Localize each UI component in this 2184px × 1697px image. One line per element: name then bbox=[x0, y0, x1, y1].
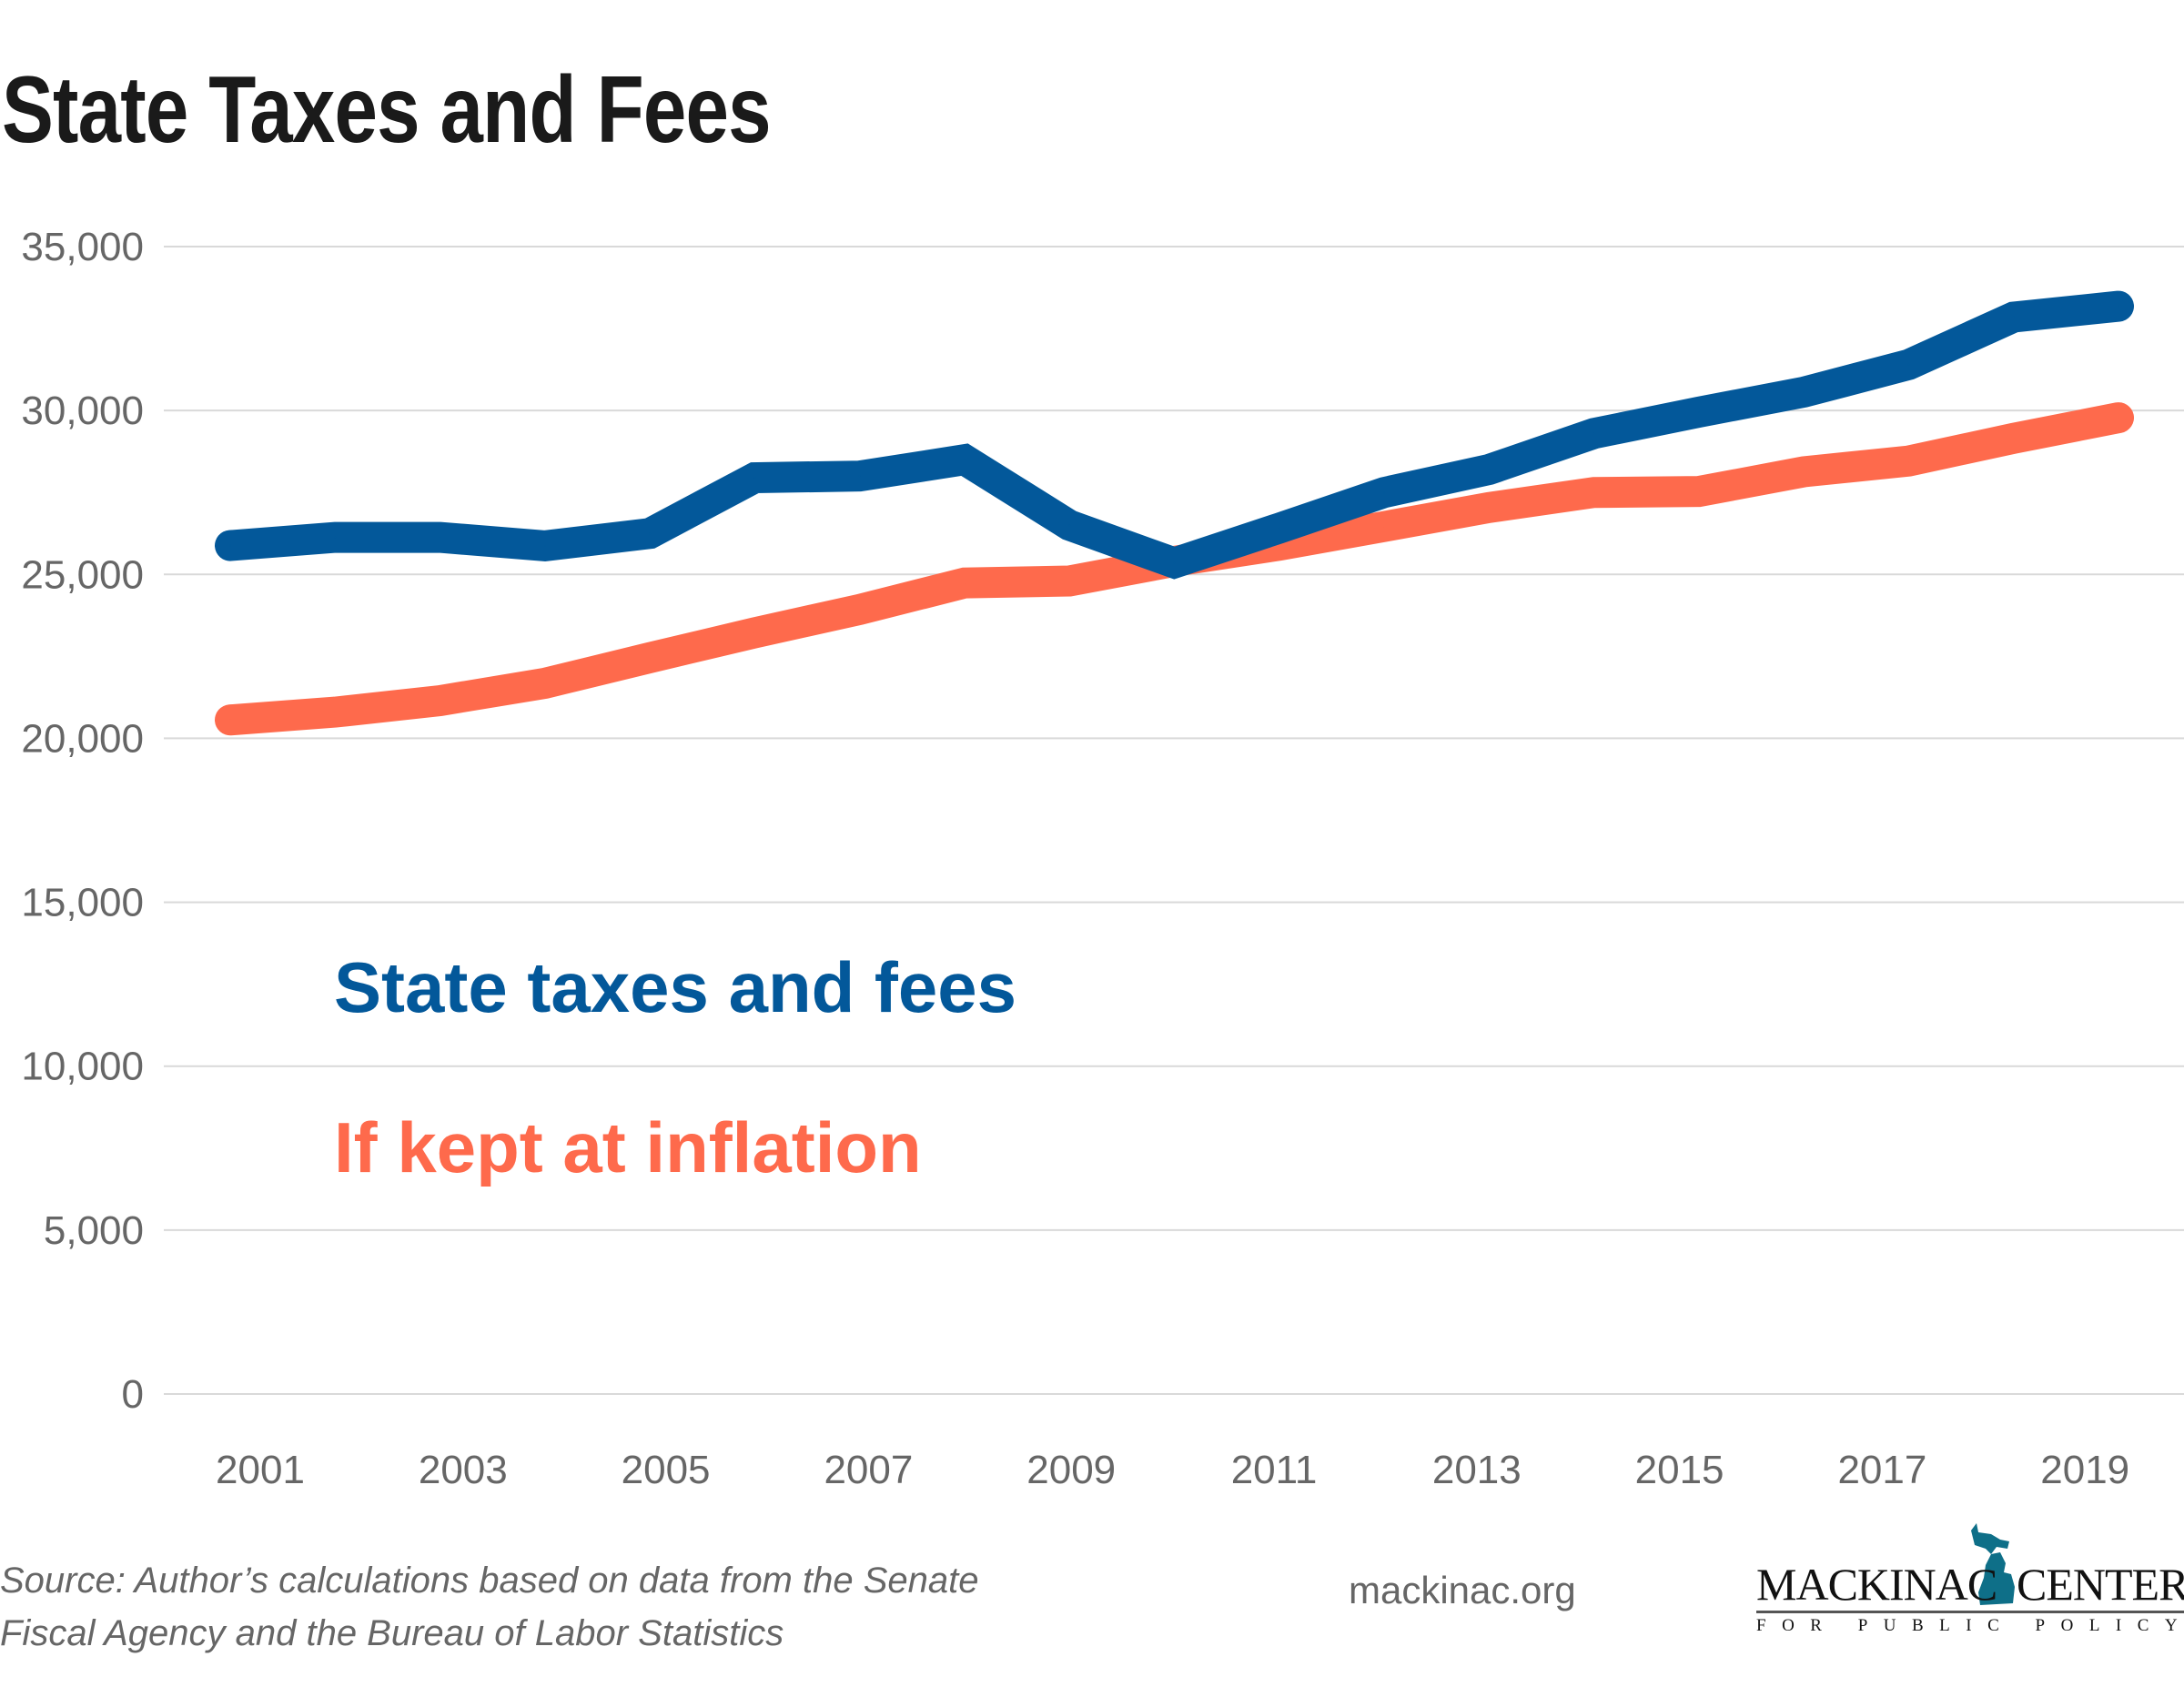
data-point bbox=[1383, 525, 1386, 528]
data-point bbox=[229, 719, 231, 722]
y-tick-label: 5,000 bbox=[44, 1208, 144, 1253]
data-point bbox=[1697, 410, 1700, 413]
data-point bbox=[2118, 417, 2119, 419]
data-point bbox=[1803, 390, 1805, 393]
data-point bbox=[1488, 468, 1491, 470]
data-point bbox=[858, 608, 861, 611]
site-link[interactable]: mackinac.org bbox=[1349, 1569, 1576, 1611]
data-point bbox=[1592, 432, 1595, 435]
legend-state-taxes: State taxes and fees bbox=[334, 947, 1017, 1027]
x-tick-label: 2013 bbox=[1432, 1448, 1522, 1492]
data-point bbox=[1173, 561, 1176, 564]
data-point bbox=[1697, 490, 1700, 493]
logo-subtitle: FOR PUBLIC POLICY bbox=[1756, 1616, 2184, 1635]
data-point bbox=[858, 475, 861, 478]
data-point bbox=[1803, 470, 1805, 473]
data-point bbox=[543, 682, 546, 684]
x-tick-label: 2019 bbox=[2040, 1448, 2129, 1492]
legend-inflation: If kept at inflation bbox=[334, 1107, 922, 1187]
data-point bbox=[649, 656, 652, 659]
data-point bbox=[2012, 316, 2015, 318]
data-point bbox=[1068, 580, 1071, 582]
y-tick-label: 0 bbox=[122, 1372, 144, 1417]
x-tick-label: 2015 bbox=[1635, 1448, 1724, 1492]
logo-rule bbox=[1756, 1611, 2184, 1613]
y-tick-label: 30,000 bbox=[21, 389, 144, 433]
x-tick-label: 2001 bbox=[216, 1448, 305, 1492]
y-tick-label: 20,000 bbox=[21, 716, 144, 761]
series-line-state-taxes-and-fees bbox=[215, 290, 2134, 580]
data-point bbox=[543, 544, 546, 547]
x-tick-label: 2007 bbox=[824, 1448, 913, 1492]
data-point bbox=[1383, 491, 1386, 494]
data-point bbox=[1907, 460, 1910, 462]
data-point bbox=[963, 581, 966, 584]
x-tick-label: 2011 bbox=[1231, 1448, 1318, 1492]
y-tick-label: 10,000 bbox=[21, 1045, 144, 1089]
data-point bbox=[1068, 524, 1071, 527]
data-point bbox=[649, 532, 652, 535]
source-note: Source: Author’s calculations based on d… bbox=[0, 1554, 979, 1660]
chart-title: State Taxes and Fees bbox=[2, 57, 772, 163]
line-chart: 0 5,000 10,000 15,000 20,000 25,000 30,000 35,0… bbox=[21, 225, 2184, 1492]
y-tick-label: 35,000 bbox=[21, 225, 144, 269]
x-tick-label: 2009 bbox=[1026, 1448, 1116, 1492]
data-point bbox=[1907, 363, 1910, 366]
data-point bbox=[439, 536, 441, 539]
data-point bbox=[439, 699, 441, 702]
data-point bbox=[963, 459, 966, 461]
x-tick-label: 2005 bbox=[622, 1448, 711, 1492]
source-line-2: Fiscal Agency and the Bureau of Labor St… bbox=[0, 1613, 784, 1653]
data-point bbox=[2118, 305, 2119, 308]
data-point bbox=[1278, 527, 1280, 530]
data-point bbox=[753, 477, 756, 480]
source-line-1: Source: Author’s calculations based on d… bbox=[0, 1561, 979, 1601]
x-tick-label: 2003 bbox=[419, 1448, 508, 1492]
x-tick-label: 2017 bbox=[1837, 1448, 1926, 1492]
data-point bbox=[1278, 544, 1280, 547]
logo-name: MACKINAC CENTER bbox=[1756, 1559, 2184, 1610]
y-tick-label: 25,000 bbox=[21, 552, 144, 597]
y-tick-label: 15,000 bbox=[21, 881, 144, 925]
data-point bbox=[1592, 491, 1595, 494]
data-point bbox=[334, 536, 337, 539]
michigan-map-icon bbox=[1971, 1523, 2015, 1605]
data-point bbox=[334, 711, 337, 713]
data-point bbox=[2012, 437, 2015, 439]
mackinac-center-logo: MACKINAC CENTER FOR PUBLIC POLICY bbox=[1756, 1521, 2184, 1635]
data-point bbox=[1488, 506, 1491, 509]
data-point bbox=[229, 544, 231, 547]
data-point bbox=[753, 631, 756, 634]
